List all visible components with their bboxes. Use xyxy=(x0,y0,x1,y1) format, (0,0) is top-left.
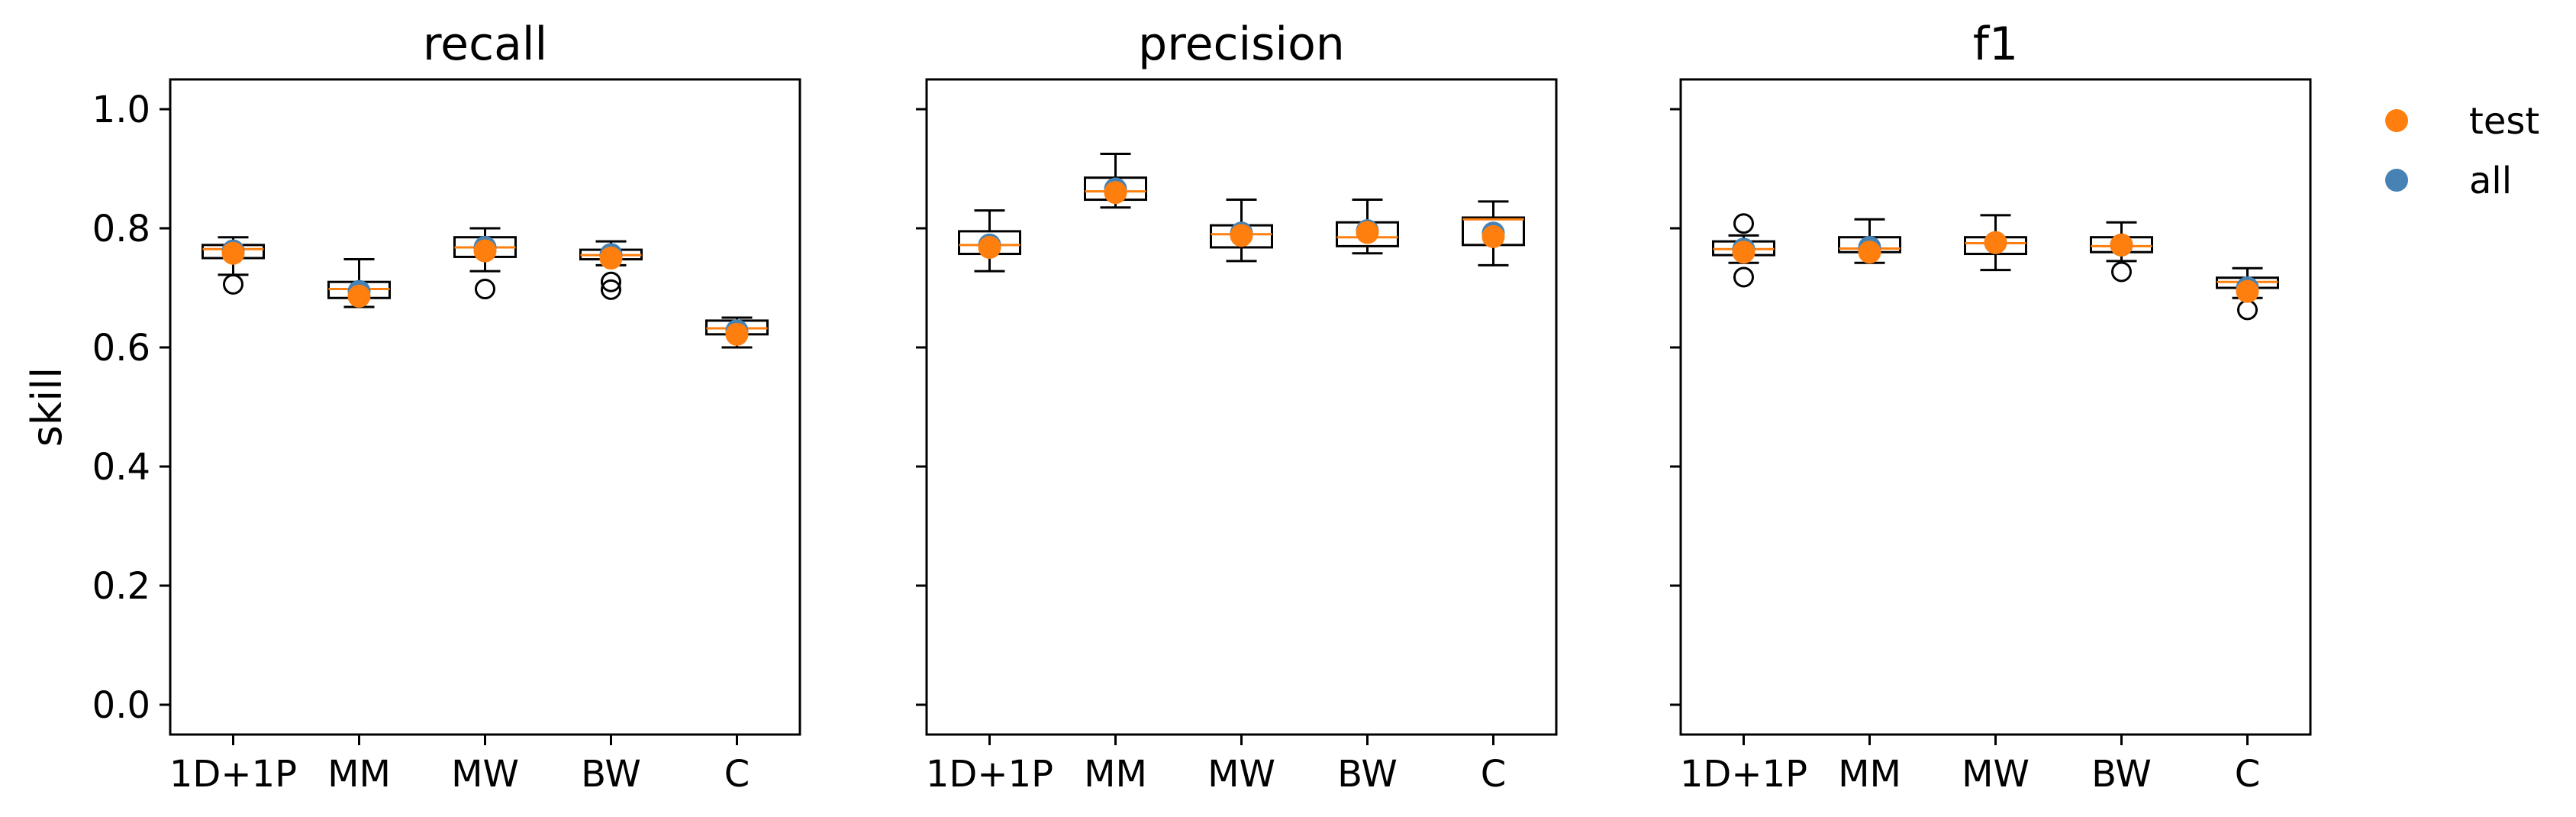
panel-title: precision xyxy=(1138,18,1345,71)
test-point xyxy=(1858,241,1881,264)
plot-frame xyxy=(169,78,801,736)
x-tick-label: 1D+1P xyxy=(926,753,1053,796)
y-tick-label: 1.0 xyxy=(92,89,150,131)
x-tick-label: C xyxy=(724,753,750,796)
y-tick-label: 0.6 xyxy=(92,327,150,370)
plot-frame xyxy=(925,78,1558,736)
x-tick-label: BW xyxy=(581,753,641,796)
test-point xyxy=(2236,279,2259,303)
x-tick-label: MM xyxy=(1838,753,1901,796)
outlier-point xyxy=(2237,299,2258,321)
test-point xyxy=(1356,221,1379,244)
x-tick-label: MW xyxy=(1207,753,1275,796)
x-tick-label: MM xyxy=(1084,753,1147,796)
outlier-point xyxy=(223,273,243,295)
y-axis-label: skill xyxy=(23,367,71,447)
legend-label: test xyxy=(2469,100,2539,143)
panel-title: f1 xyxy=(1973,18,2018,71)
x-tick-label: 1D+1P xyxy=(169,753,297,796)
test-point xyxy=(725,322,749,346)
x-tick-label: MW xyxy=(451,753,519,796)
test-point xyxy=(978,235,1001,259)
outlier-point xyxy=(601,279,621,300)
x-tick-label: C xyxy=(1481,753,1507,796)
x-tick-label: BW xyxy=(1337,753,1398,796)
test-point xyxy=(473,239,497,263)
y-tick-label: 0.4 xyxy=(92,446,150,489)
test-point xyxy=(347,284,371,308)
test-point xyxy=(1481,224,1505,248)
legend-marker xyxy=(2385,169,2408,192)
plot-frame xyxy=(1679,78,2312,736)
y-tick-label: 0.0 xyxy=(92,684,150,727)
test-point xyxy=(2110,233,2133,257)
test-point xyxy=(1984,231,2007,254)
panel-title: recall xyxy=(423,18,547,71)
x-tick-label: BW xyxy=(2091,753,2152,796)
test-point xyxy=(1230,224,1253,247)
x-tick-label: C xyxy=(2235,753,2261,796)
outlier-point xyxy=(1733,266,1754,288)
legend-marker xyxy=(2385,109,2408,132)
x-tick-label: 1D+1P xyxy=(1680,753,1807,796)
outlier-point xyxy=(1733,213,1754,234)
x-tick-label: MW xyxy=(1962,753,2030,796)
outlier-point xyxy=(475,279,495,300)
y-tick-label: 0.2 xyxy=(92,565,150,608)
outlier-point xyxy=(601,271,621,292)
test-point xyxy=(221,241,245,265)
test-point xyxy=(1732,241,1755,264)
legend-label: all xyxy=(2469,160,2512,202)
test-point xyxy=(1104,181,1127,205)
outlier-point xyxy=(2111,261,2132,283)
test-point xyxy=(599,247,623,270)
x-tick-label: MM xyxy=(327,753,391,796)
y-tick-label: 0.8 xyxy=(92,208,150,250)
